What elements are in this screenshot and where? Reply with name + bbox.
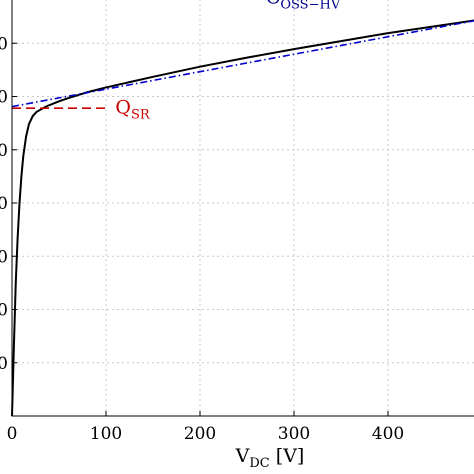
annotations: COSS−HV QSR <box>115 0 340 123</box>
x-tick-label: 400 <box>372 424 404 444</box>
annotation-0: COSS−HV <box>266 0 341 12</box>
x-axis-label-unit: [V] <box>270 445 305 467</box>
series-line-1 <box>11 19 474 108</box>
annotation-sub: SR <box>131 108 151 123</box>
y-tick-label: 0 <box>0 247 8 267</box>
x-axis-label-main: V <box>235 445 250 467</box>
y-tick-label: 0 <box>0 34 8 54</box>
y-tick-label: 0 <box>0 354 8 374</box>
annotation-1: QSR <box>115 97 150 123</box>
series-line-0 <box>11 19 474 417</box>
ticks <box>11 42 389 416</box>
grid <box>12 0 474 416</box>
annotation-main: Q <box>115 97 131 119</box>
annotation-sub: OSS−HV <box>280 0 340 12</box>
y-tick-label: 0 <box>0 301 8 321</box>
x-axis-label: VDC [V] <box>235 445 305 471</box>
tick-labels: 0100200300400500000000 <box>0 0 404 444</box>
series-layer <box>11 19 474 417</box>
annotation-main: C <box>266 0 281 8</box>
x-tick-label: 300 <box>278 424 310 444</box>
x-tick-label: 100 <box>90 424 122 444</box>
plot-frame <box>11 0 474 417</box>
y-tick-label: 0 <box>0 141 8 161</box>
x-axis-label-sub: DC <box>249 456 269 471</box>
x-tick-label: 200 <box>184 424 216 444</box>
y-tick-label: 0 <box>0 0 8 1</box>
y-tick-label: 0 <box>0 88 8 108</box>
x-tick-label: 0 <box>7 424 18 444</box>
y-tick-label: 0 <box>0 194 8 214</box>
